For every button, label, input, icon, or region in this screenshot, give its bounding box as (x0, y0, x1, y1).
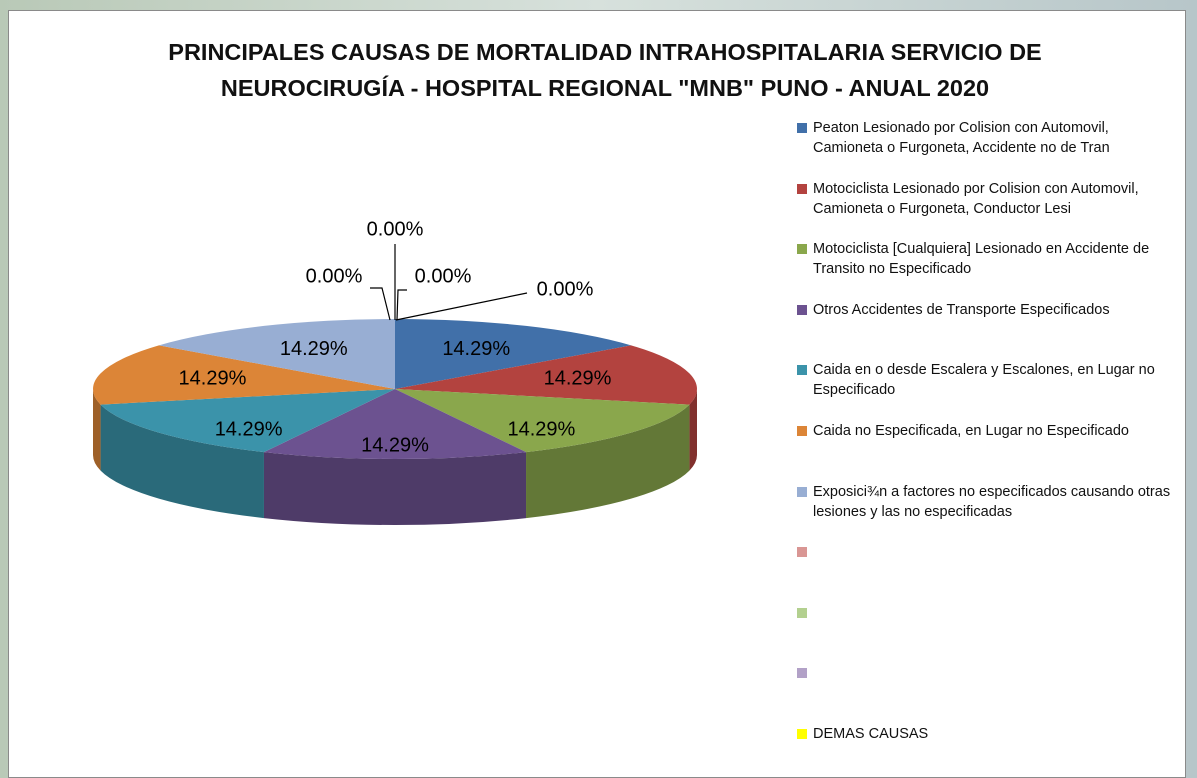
slice (158, 319, 395, 389)
slice (395, 389, 690, 453)
data-label: 14.29% (507, 418, 575, 440)
legend-swatch (797, 729, 807, 739)
legend-swatch (797, 365, 807, 376)
slice (92, 345, 395, 405)
slice-side (526, 404, 690, 519)
legend-label: Peaton Lesionado por Colision con Automo… (813, 120, 1110, 156)
legend-label: Otros Accidentes de Transporte Especific… (813, 301, 1110, 318)
data-label: 0.00% (306, 265, 363, 287)
legend-swatch (797, 123, 807, 133)
legend-entry: Peaton Lesionado por Colision con Automo… (797, 118, 1182, 158)
data-label: 14.29% (544, 368, 612, 390)
data-label: 0.00% (537, 278, 594, 300)
legend-entry: Caida en o desde Escalera y Escalones, e… (797, 360, 1182, 400)
legend-label: Motociclista Lesionado por Colision con … (813, 180, 1139, 217)
slice-side (263, 452, 527, 525)
legend-swatch (797, 426, 807, 436)
legend-swatch (797, 304, 807, 315)
data-label: 14.29% (361, 435, 429, 457)
data-label: 0.00% (367, 218, 424, 240)
data-label: 14.29% (179, 368, 247, 390)
legend-label: Motociclista [Cualquiera] Lesionado en A… (813, 241, 1150, 278)
data-label: 14.29% (280, 338, 348, 360)
slice (395, 345, 697, 405)
legend-label: DEMAS CAUSAS (813, 726, 929, 742)
legend-entry: Motociclista [Cualquiera] Lesionado en A… (797, 239, 1182, 279)
leader-line (395, 292, 528, 321)
legend-swatch (797, 244, 807, 255)
legend-swatch (797, 486, 807, 497)
legend-swatch (797, 607, 807, 618)
slice-side (93, 389, 101, 471)
legend-label: Caida no Especificada, en Lugar no Espec… (813, 423, 1129, 439)
legend-swatch (797, 183, 807, 194)
data-label: 0.00% (415, 265, 472, 287)
legend-entry: Otros Accidentes de Transporte Especific… (797, 300, 1182, 320)
leader-line (370, 287, 391, 321)
slice-side (689, 389, 697, 471)
slice (263, 389, 527, 459)
slice-side (100, 404, 264, 519)
legend-entry: Motociclista Lesionado por Colision con … (797, 179, 1182, 219)
data-label: 14.29% (442, 338, 510, 360)
data-label: 14.29% (215, 418, 283, 440)
legend-entry: Exposici¾n a factores no especificados c… (797, 482, 1182, 522)
chart-title: PRINCIPALES CAUSAS DE MORTALIDAD INTRAHO… (168, 39, 1042, 101)
legend-swatch (797, 547, 807, 558)
leader-line (396, 289, 407, 321)
slice (100, 389, 395, 453)
slice (395, 319, 632, 389)
legend-entry: Caida no Especificada, en Lugar no Espec… (797, 421, 1182, 441)
legend-label: Caida en o desde Escalera y Escalones, e… (813, 362, 1155, 399)
legend-label: Exposici¾n a factores no especificados c… (813, 483, 1171, 520)
legend-swatch (797, 668, 807, 679)
legend-entry: DEMAS CAUSAS (797, 724, 1182, 744)
